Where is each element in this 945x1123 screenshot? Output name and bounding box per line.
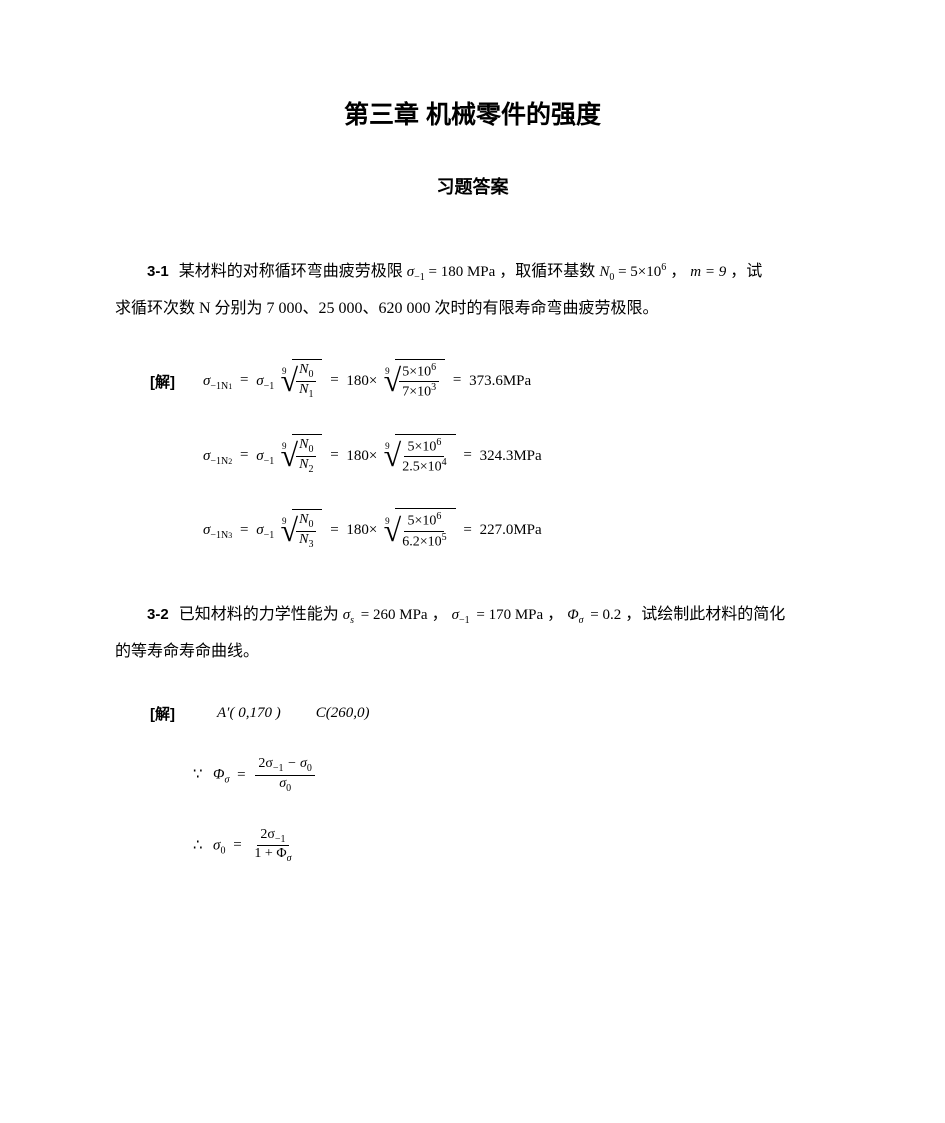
point-A: A′( 0,170 ) bbox=[217, 705, 281, 722]
subtitle: 习题答案 bbox=[115, 173, 830, 199]
text-fragment: ，取循环基数 bbox=[499, 263, 595, 280]
chapter-title: 第三章 机械零件的强度 bbox=[115, 95, 830, 131]
problem-3-2-statement: 3-2 已知材料的力学性能为 σs = 260 MPa ， σ−1 = 170 … bbox=[115, 597, 830, 671]
problem-3-1: 3-1 某材料的对称循环弯曲疲劳极限 σ−1 = 180 MPa ，取循环基数 … bbox=[115, 254, 830, 552]
inline-formula-sigma-minus1: σ−1 = 180 MPa bbox=[407, 255, 496, 290]
inline-formula-m: m = 9 bbox=[690, 255, 726, 290]
problem-3-1-statement: 3-1 某材料的对称循环弯曲疲劳极限 σ−1 = 180 MPa ，取循环基数 … bbox=[115, 254, 830, 328]
solve-label: [解] bbox=[150, 703, 185, 724]
formula-eq3: σ−1N3 = σ−1 9 √ N0 N3 = 180× 9 √ bbox=[203, 509, 542, 552]
problem-number: 3-1 bbox=[147, 263, 169, 280]
text-fragment: ，试绘制此材料的简化 bbox=[625, 606, 785, 623]
equation-row-3: σ−1N3 = σ−1 9 √ N0 N3 = 180× 9 √ bbox=[203, 509, 830, 552]
equation-row-2: σ−1N2 = σ−1 9 √ N0 N2 = 180× 9 √ bbox=[203, 435, 830, 478]
text-fragment: 某材料的对称循环弯曲疲劳极限 bbox=[179, 263, 403, 280]
inline-formula-N0: N0 = 5×106 bbox=[599, 255, 666, 290]
point-C: C(260,0) bbox=[316, 705, 370, 722]
formula-eq1: σ−1N1 = σ−1 9 √ N0 N1 = 180× 9 √ bbox=[203, 360, 531, 403]
because-equation: ∵ Φσ = 2σ−1 − σ0 σ0 bbox=[193, 756, 830, 795]
equation-row-1: [解] σ−1N1 = σ−1 9 √ N0 N1 = 180× 9 √ bbox=[150, 360, 830, 403]
text-fragment: 求循环次数 N 分别为 7 000、25 000、620 000 次时的有限寿命… bbox=[115, 300, 659, 317]
text-fragment: ，试 bbox=[730, 263, 762, 280]
text-fragment: ， bbox=[670, 263, 686, 280]
problem-3-2: 3-2 已知材料的力学性能为 σs = 260 MPa ， σ−1 = 170 … bbox=[115, 597, 830, 865]
text-fragment: 的等寿命寿命曲线。 bbox=[115, 643, 259, 660]
inline-formula-phi: Φσ = 0.2 bbox=[567, 598, 621, 633]
inline-formula-sigma-s: σs = 260 MPa bbox=[343, 598, 428, 633]
formula-eq2: σ−1N2 = σ−1 9 √ N0 N2 = 180× 9 √ bbox=[203, 435, 542, 478]
problem-number: 3-2 bbox=[147, 606, 169, 623]
points-row: [解] A′( 0,170 ) C(260,0) bbox=[150, 703, 830, 724]
text-fragment: ， bbox=[432, 606, 448, 623]
inline-formula-sigma-m1: σ−1 = 170 MPa bbox=[452, 598, 544, 633]
text-fragment: 已知材料的力学性能为 bbox=[179, 606, 339, 623]
solve-label: [解] bbox=[150, 371, 185, 392]
text-fragment: ， bbox=[547, 606, 563, 623]
therefore-equation: ∴ σ0 = 2σ−1 1 + Φσ bbox=[193, 827, 830, 866]
